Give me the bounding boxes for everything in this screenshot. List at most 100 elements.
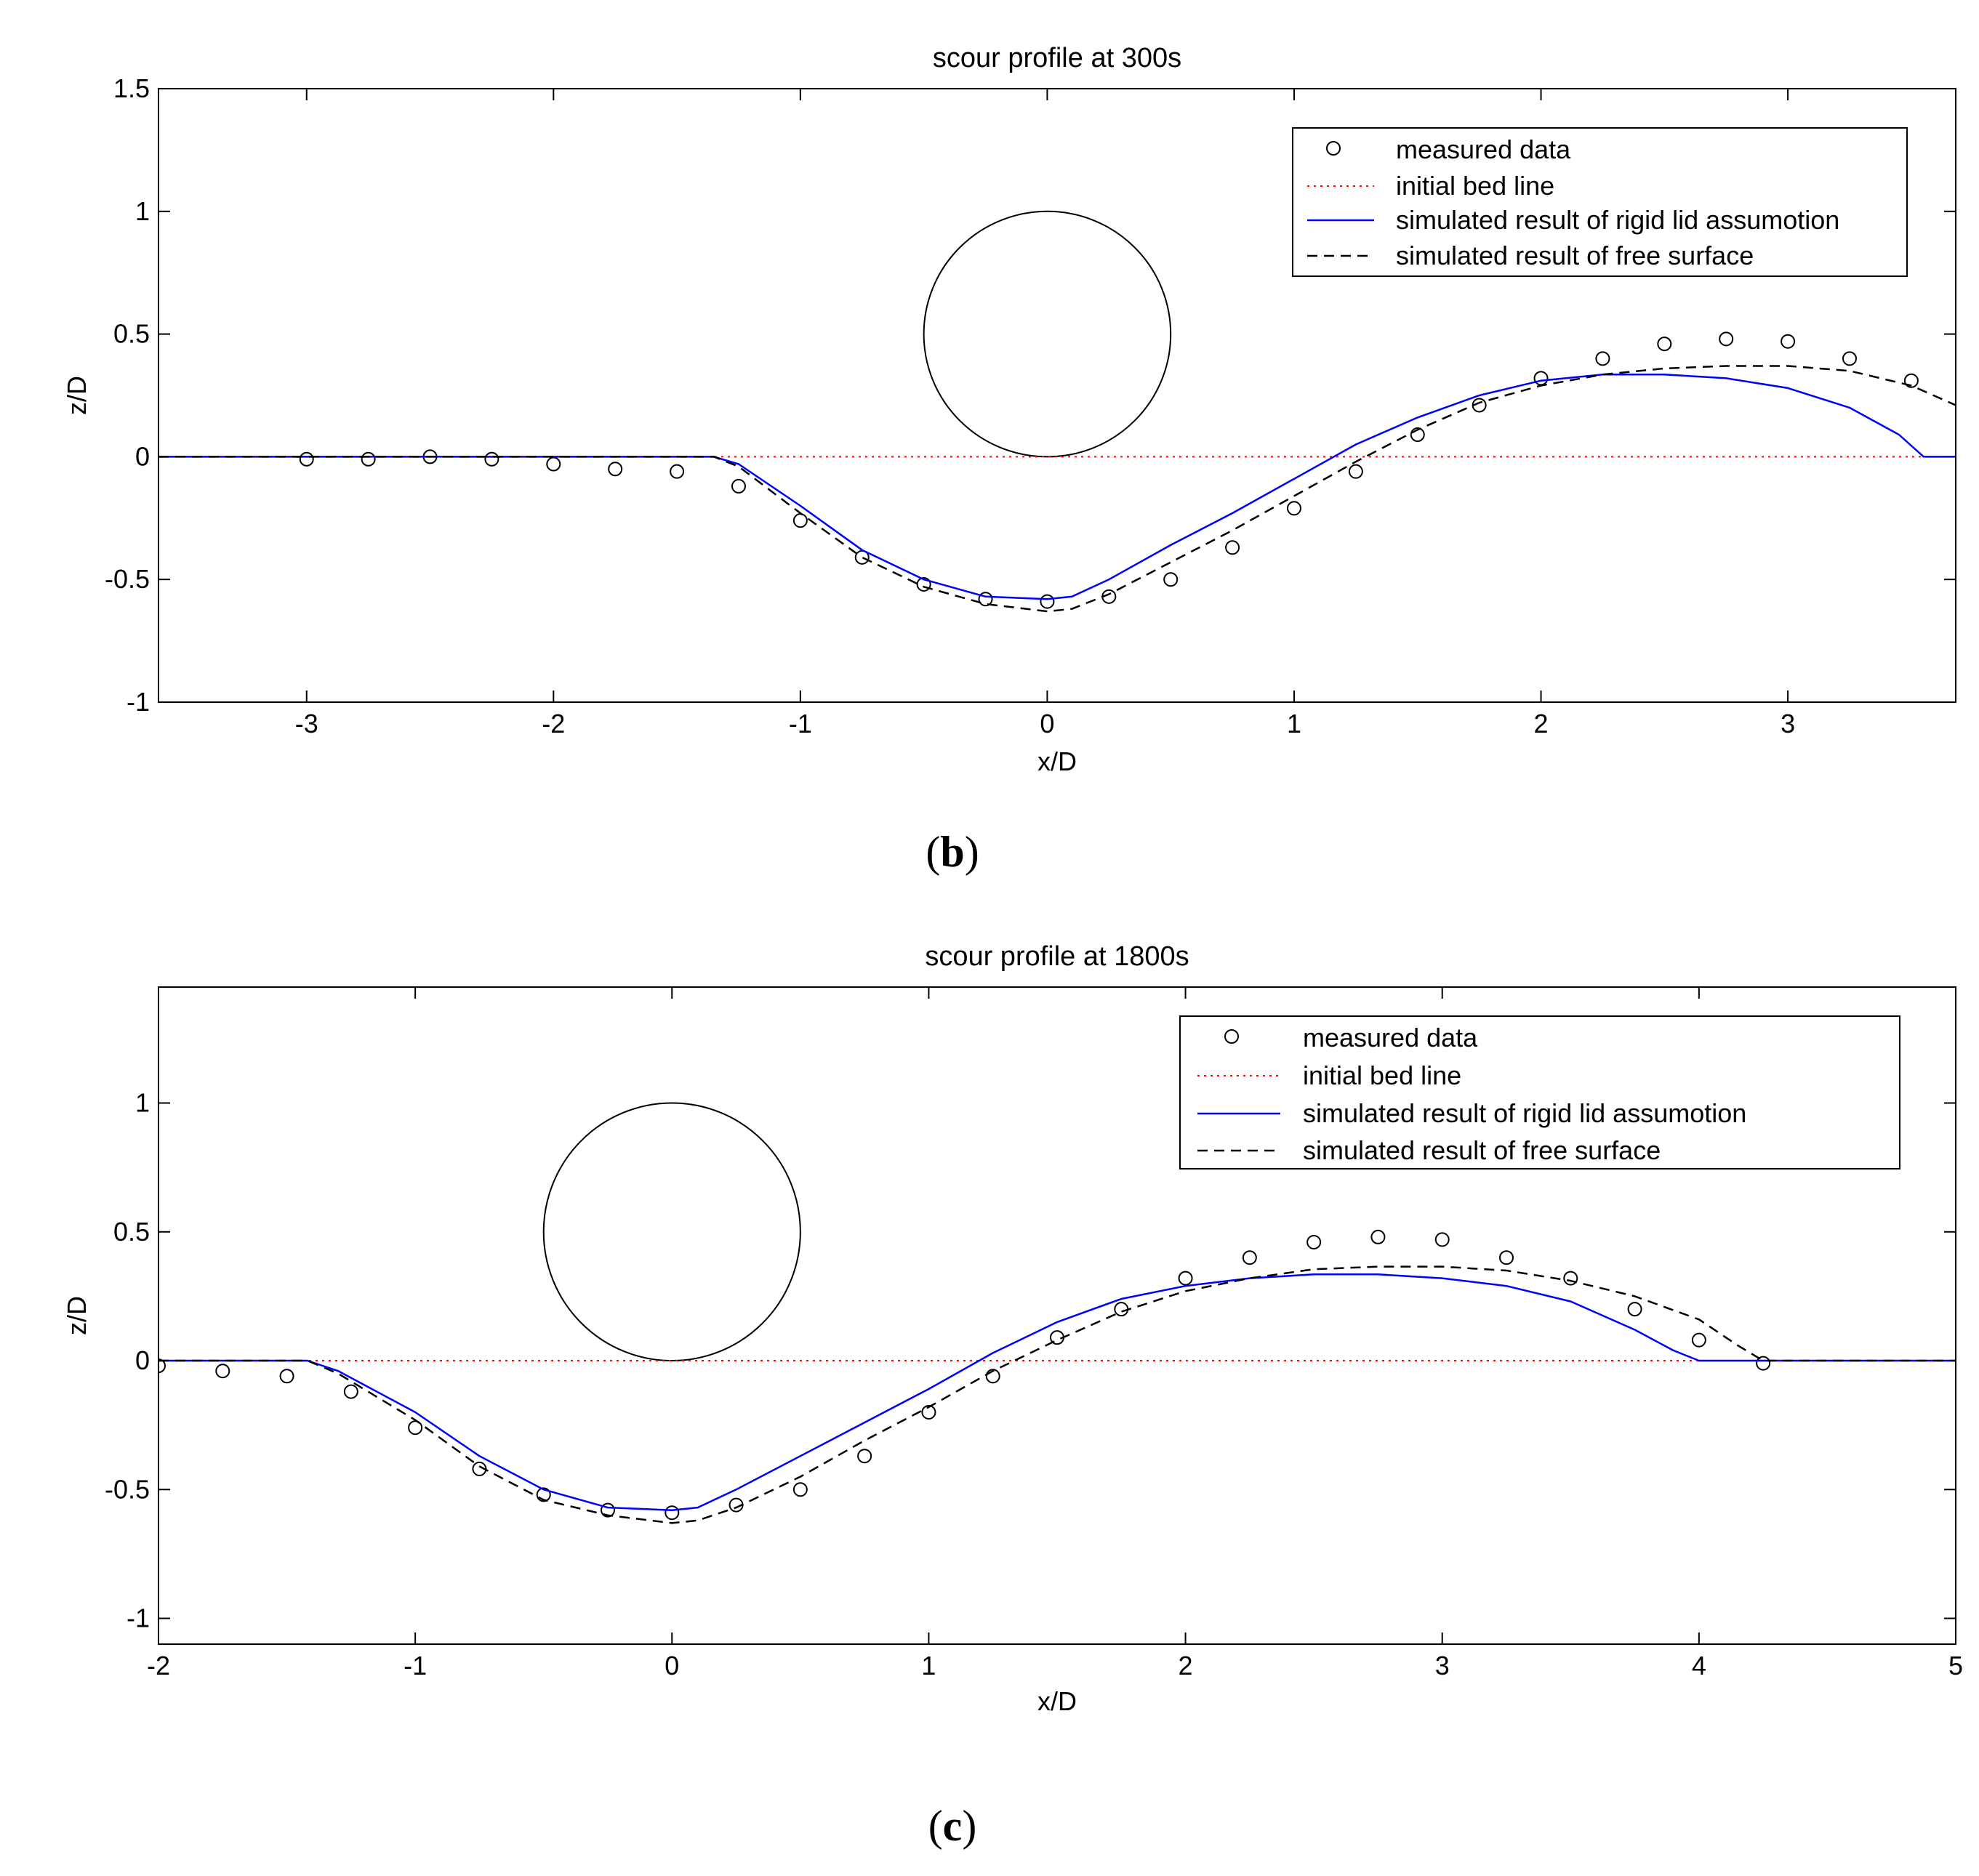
panel-label-letter: b xyxy=(940,828,964,876)
y-tick-label: 1 xyxy=(135,196,150,226)
measured-data-point xyxy=(1756,1356,1771,1371)
legend-entry-label: simulated result of free surface xyxy=(1396,241,1754,270)
measured-data-point xyxy=(1040,594,1055,609)
measured-data-point xyxy=(985,1369,1000,1384)
panel-label: (c) xyxy=(928,1802,977,1850)
free-surface-simulation-line xyxy=(158,365,1956,613)
measured-data-point xyxy=(857,1449,872,1464)
y-tick-label: -0.5 xyxy=(105,564,150,594)
legend-marker-symbol xyxy=(1224,1029,1239,1044)
measured-data-point xyxy=(299,451,314,467)
legend-box xyxy=(1292,127,1908,277)
measured-data-point xyxy=(665,1505,680,1521)
chart-title: scour profile at 300s xyxy=(933,43,1181,73)
y-tick-label: 1 xyxy=(135,1088,150,1118)
x-tick-label: 2 xyxy=(1534,709,1549,738)
measured-data-point xyxy=(1657,337,1672,352)
measured-data-point xyxy=(1306,1234,1322,1249)
panel-label-open: ( xyxy=(926,828,940,876)
measured-data-point xyxy=(601,1502,615,1518)
y-axis-label: z/D xyxy=(62,376,92,415)
x-tick-label: -1 xyxy=(404,1651,427,1680)
measured-data-point xyxy=(1178,1271,1193,1286)
legend-entry-label: simulated result of free surface xyxy=(1303,1135,1661,1165)
measured-data-point xyxy=(1719,331,1734,347)
measured-data-point xyxy=(1225,540,1240,555)
measured-data-point xyxy=(408,1420,423,1436)
x-axis-label: x/D xyxy=(1037,1686,1077,1716)
measured-data-point xyxy=(1691,1332,1706,1348)
legend-entry-label: initial bed line xyxy=(1396,171,1554,201)
chart-title: scour profile at 1800s xyxy=(925,941,1189,972)
pier-cylinder xyxy=(923,210,1172,458)
measured-data-point xyxy=(1370,1229,1386,1244)
measured-data-point xyxy=(792,513,808,528)
y-tick-label: -1 xyxy=(127,687,150,717)
measured-data-point xyxy=(608,462,623,477)
panel-label-open: ( xyxy=(928,1802,943,1850)
rigid-lid-simulation-line xyxy=(158,1273,1956,1511)
measured-data-point xyxy=(1242,1250,1257,1265)
x-axis-label: x/D xyxy=(1037,746,1077,776)
x-tick-label: 3 xyxy=(1781,709,1795,738)
measured-data-point xyxy=(1781,334,1796,349)
measured-data-point xyxy=(1410,427,1425,443)
measured-data-point xyxy=(1499,1250,1514,1265)
measured-data-point xyxy=(484,451,499,467)
measured-data-point xyxy=(1286,501,1301,516)
legend-entry-label: simulated result of rigid lid assumotion xyxy=(1396,205,1839,235)
chart-panel-c: scour profile at 1800s -2 -1 0 1 2 3 4 5 -1 -0.5 0 0… xyxy=(62,941,1963,1716)
x-tick-label: 1 xyxy=(921,1651,936,1680)
x-tick-label: -3 xyxy=(295,709,318,738)
x-tick-label: 5 xyxy=(1948,1651,1963,1680)
measured-data-point xyxy=(215,1364,230,1379)
x-tick-label: -2 xyxy=(147,1651,170,1680)
rigid-lid-simulation-line xyxy=(158,374,1956,600)
legend-entry-label: measured data xyxy=(1396,134,1571,164)
x-tick-label: 2 xyxy=(1179,1651,1193,1680)
measured-data-point xyxy=(1627,1302,1642,1317)
measured-data-point xyxy=(536,1487,551,1502)
legend: measured data initial bed line simulated r… xyxy=(1179,1015,1900,1170)
panel-label-close: ) xyxy=(965,828,979,876)
measured-data-point xyxy=(1533,371,1549,386)
y-tick-label: 0 xyxy=(135,1345,150,1375)
y-axis-label: z/D xyxy=(62,1296,92,1335)
legend: measured data initial bed line simulated r… xyxy=(1292,127,1908,277)
y-tick-label: 0 xyxy=(135,441,150,471)
measured-data-point xyxy=(361,451,376,467)
panel-label: (b) xyxy=(926,828,979,876)
measured-data-point xyxy=(792,1482,808,1497)
measured-data-point xyxy=(1842,351,1857,366)
legend-entry-label: measured data xyxy=(1303,1023,1478,1052)
measured-data-point xyxy=(731,478,746,494)
x-tick-label: 1 xyxy=(1287,709,1301,738)
x-tick-label: 3 xyxy=(1435,1651,1450,1680)
pier-cylinder xyxy=(542,1102,801,1362)
y-tick-label: 0.5 xyxy=(113,319,150,349)
measured-data-point xyxy=(921,1404,936,1420)
measured-data-point xyxy=(1163,572,1179,587)
measured-data-point xyxy=(343,1384,358,1399)
x-tick-label: -1 xyxy=(789,709,812,738)
free-surface-simulation-line xyxy=(158,1265,1956,1524)
panel-label-close: ) xyxy=(962,1802,976,1850)
legend-box xyxy=(1179,1015,1900,1170)
x-tick-label: -2 xyxy=(542,709,565,738)
legend-entry-label: initial bed line xyxy=(1303,1060,1461,1090)
axes-box xyxy=(158,88,1956,703)
axes-box xyxy=(158,986,1956,1645)
measured-data-point xyxy=(670,464,685,479)
y-tick-label: 0.5 xyxy=(113,1217,150,1247)
y-tick-label: -1 xyxy=(127,1603,150,1633)
measured-data-point xyxy=(1563,1271,1578,1286)
measured-data-point xyxy=(1114,1302,1129,1317)
measured-data-point xyxy=(978,592,993,607)
chart-panel-b: scour profile at 300s -3 -2 -1 0 1 2 3 -1 -0.5 0 0.… xyxy=(62,43,1956,776)
panel-label-letter: c xyxy=(943,1802,963,1850)
plot-area xyxy=(158,210,1956,613)
x-tick-label: 0 xyxy=(1040,709,1054,738)
legend-marker-symbol xyxy=(1326,141,1341,156)
y-tick-label: 1.5 xyxy=(113,73,150,103)
